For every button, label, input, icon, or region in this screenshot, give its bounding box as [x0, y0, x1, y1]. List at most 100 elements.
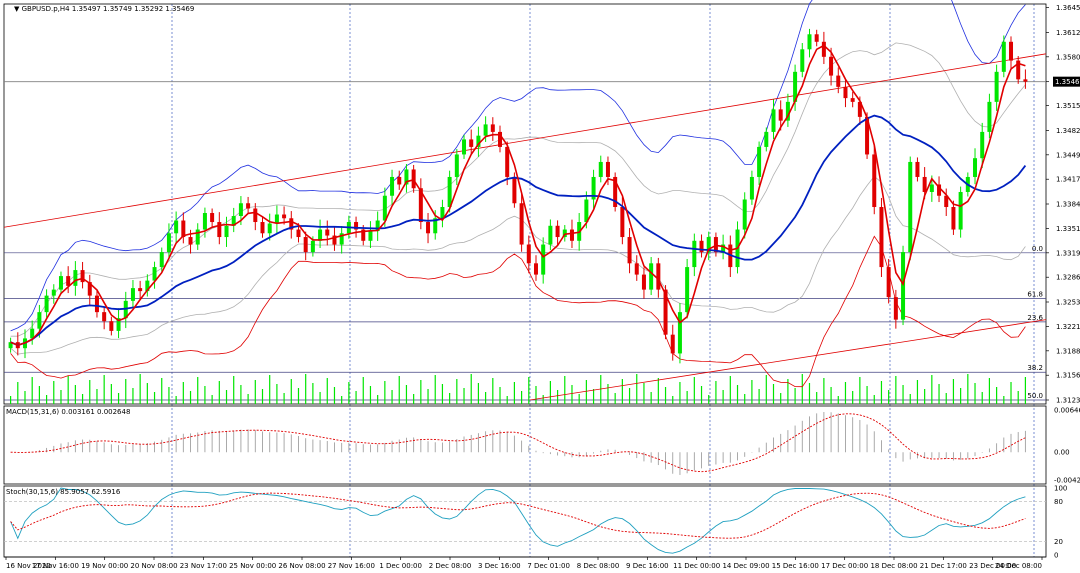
candle-body[interactable]	[857, 101, 862, 117]
candle-body[interactable]	[685, 267, 690, 313]
candle-body[interactable]	[303, 237, 308, 253]
candle-body[interactable]	[785, 101, 790, 121]
candle-body[interactable]	[174, 220, 179, 234]
candle-body[interactable]	[677, 312, 682, 354]
candle-body[interactable]	[821, 41, 826, 57]
candle-body[interactable]	[238, 203, 243, 217]
candle-body[interactable]	[526, 244, 531, 264]
candle-body[interactable]	[454, 154, 459, 177]
candle-body[interactable]	[836, 75, 841, 87]
candle-body[interactable]	[253, 208, 258, 223]
candle-body[interactable]	[411, 169, 416, 189]
candle-body[interactable]	[893, 297, 898, 320]
candle-body[interactable]	[627, 237, 632, 264]
candle-body[interactable]	[944, 195, 949, 208]
candle-body[interactable]	[850, 98, 855, 102]
candle-body[interactable]	[512, 176, 517, 204]
candle-body[interactable]	[994, 71, 999, 102]
price-panel[interactable]: 0.0 61.8 23.6 38.2 50.0	[3, 0, 1047, 405]
candle-body[interactable]	[757, 146, 762, 177]
candle-body[interactable]	[310, 240, 315, 253]
candle-body[interactable]	[598, 161, 603, 177]
candle-body[interactable]	[447, 176, 452, 208]
candle-body[interactable]	[260, 222, 265, 234]
candle-body[interactable]	[987, 101, 992, 132]
candle-body[interactable]	[958, 191, 963, 230]
candle-body[interactable]	[102, 312, 107, 322]
candle-body[interactable]	[778, 109, 783, 121]
candle-body[interactable]	[929, 184, 934, 192]
candle-body[interactable]	[670, 334, 675, 354]
candle-body[interactable]	[426, 222, 431, 234]
candle-body[interactable]	[663, 289, 668, 335]
candle-body[interactable]	[231, 216, 236, 226]
candle-body[interactable]	[915, 161, 920, 177]
candle-body[interactable]	[483, 124, 488, 136]
candle-body[interactable]	[548, 225, 553, 245]
candle-body[interactable]	[865, 116, 870, 155]
candle-body[interactable]	[130, 288, 135, 301]
candle-body[interactable]	[188, 237, 193, 245]
candle-body[interactable]	[404, 169, 409, 185]
candle-body[interactable]	[1023, 79, 1028, 82]
candle-body[interactable]	[73, 270, 78, 286]
candle-body[interactable]	[138, 288, 143, 292]
candle-body[interactable]	[584, 199, 589, 223]
candle-body[interactable]	[361, 229, 366, 241]
candle-body[interactable]	[109, 321, 114, 331]
candle-body[interactable]	[872, 154, 877, 208]
candle-body[interactable]	[202, 213, 207, 230]
candle-body[interactable]	[476, 135, 481, 147]
candle-body[interactable]	[267, 223, 272, 234]
candle-body[interactable]	[634, 263, 639, 275]
candle-body[interactable]	[30, 328, 35, 339]
candle-body[interactable]	[274, 214, 279, 224]
candle-body[interactable]	[706, 237, 711, 253]
candle-body[interactable]	[764, 131, 769, 147]
candle-body[interactable]	[973, 158, 978, 177]
candle-body[interactable]	[181, 220, 186, 238]
candle-body[interactable]	[145, 280, 150, 292]
candle-body[interactable]	[505, 146, 510, 177]
candle-body[interactable]	[296, 229, 301, 238]
candle-body[interactable]	[641, 274, 646, 290]
candle-body[interactable]	[397, 176, 402, 185]
candle-body[interactable]	[490, 124, 495, 132]
candle-body[interactable]	[908, 161, 913, 253]
candle-body[interactable]	[44, 295, 49, 313]
candle-body[interactable]	[217, 222, 222, 238]
candle-body[interactable]	[721, 244, 726, 253]
candle-body[interactable]	[951, 207, 956, 230]
candle-body[interactable]	[605, 161, 610, 177]
candle-body[interactable]	[332, 235, 337, 245]
candle-body[interactable]	[843, 86, 848, 99]
candle-body[interactable]	[591, 176, 596, 200]
candle-body[interactable]	[87, 282, 92, 296]
candle-body[interactable]	[656, 263, 661, 290]
candle-body[interactable]	[541, 244, 546, 275]
candle-body[interactable]	[433, 218, 438, 234]
candle-body[interactable]	[66, 276, 71, 286]
candle-body[interactable]	[699, 240, 704, 253]
candle-body[interactable]	[620, 207, 625, 238]
candle-body[interactable]	[555, 225, 560, 238]
candle-body[interactable]	[224, 225, 229, 238]
candle-body[interactable]	[282, 214, 287, 219]
candle-body[interactable]	[649, 263, 654, 290]
candle-body[interactable]	[800, 49, 805, 72]
candle-body[interactable]	[116, 318, 121, 331]
candle-body[interactable]	[469, 139, 474, 147]
candle-body[interactable]	[289, 218, 294, 230]
candle-body[interactable]	[462, 139, 467, 155]
candle-body[interactable]	[8, 342, 13, 349]
candle-body[interactable]	[562, 229, 567, 238]
candle-body[interactable]	[390, 176, 395, 196]
candle-body[interactable]	[1016, 60, 1021, 80]
candle-body[interactable]	[382, 195, 387, 221]
candle-body[interactable]	[771, 109, 776, 132]
candle-body[interactable]	[498, 131, 503, 147]
candle-body[interactable]	[749, 176, 754, 200]
candle-body[interactable]	[613, 176, 618, 208]
candle-body[interactable]	[879, 207, 884, 268]
